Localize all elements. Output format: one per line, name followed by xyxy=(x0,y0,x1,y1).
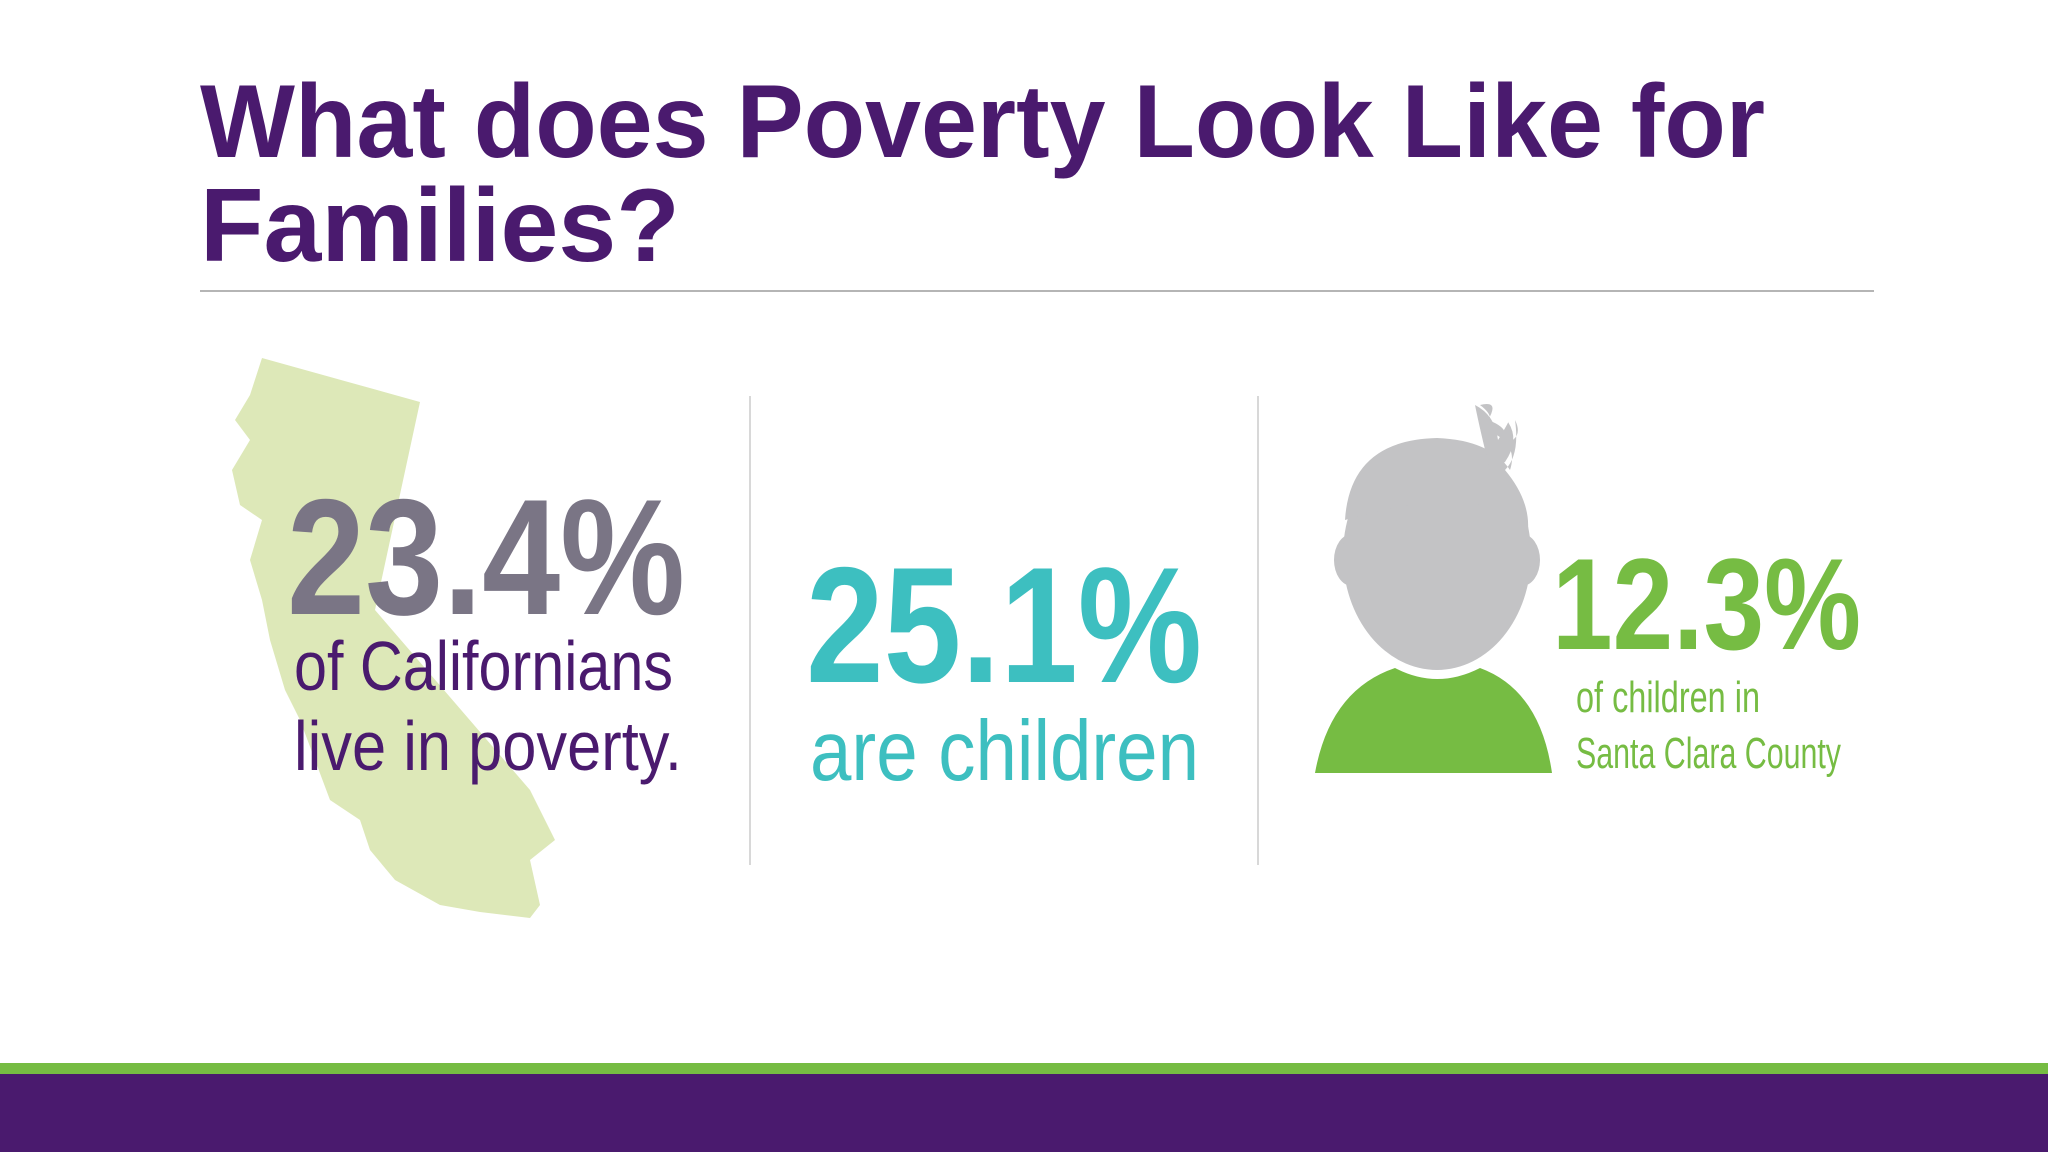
stat-caption: live in poverty. xyxy=(294,707,682,785)
stat-figure: 12.3% xyxy=(1552,531,1861,677)
california-map xyxy=(232,358,555,918)
footer-stripe xyxy=(0,1063,2048,1074)
stat-caption: of children in xyxy=(1576,673,1760,722)
stat-caption: of Californians xyxy=(294,627,673,705)
stat-caption: are children xyxy=(810,704,1199,799)
footer-bar xyxy=(0,1074,2048,1152)
person-icon xyxy=(1315,404,1552,773)
stat-figure: 23.4% xyxy=(287,465,685,649)
title-line: Families? xyxy=(200,168,680,284)
title-line: What does Poverty Look Like for xyxy=(200,64,1765,180)
stat-caption: Santa Clara County xyxy=(1576,729,1841,778)
stat-figure: 25.1% xyxy=(806,533,1202,717)
